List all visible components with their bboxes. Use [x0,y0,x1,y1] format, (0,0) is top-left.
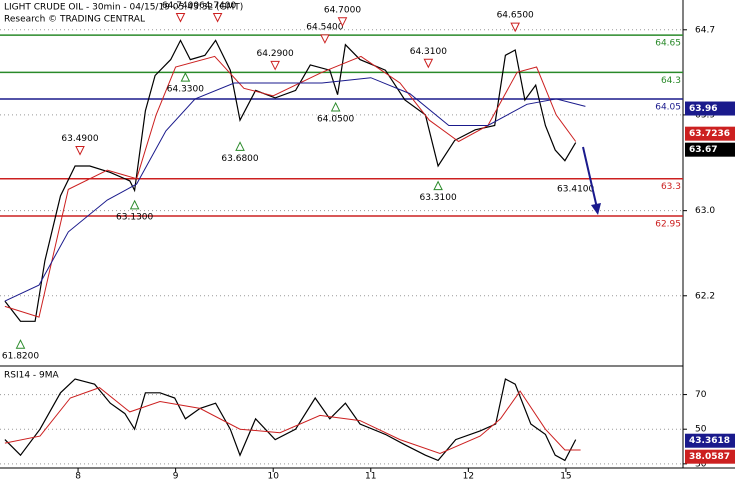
y-tick-label: 62.2 [695,291,715,301]
forecast-arrow [582,146,598,209]
pivot-marker [180,72,191,82]
pivot-label: 63.4100 [557,185,594,195]
current-value-box [685,449,735,464]
series-line [4,387,581,455]
pivot-marker [320,34,330,44]
y-tick-label: 63.0 [695,206,715,216]
pivot-label: 61.8200 [2,352,39,362]
pivot-marker [212,13,223,23]
series-line [4,39,577,322]
pivot-label: 64.7400 [199,1,236,11]
level-label: 64.3 [661,76,681,86]
current-value-label: 63.67 [689,145,717,155]
chart-subtitle: Research © TRADING CENTRAL [4,15,145,25]
pivot-label: 63.1300 [116,212,153,222]
level-label: 64.05 [655,102,681,112]
pivot-label: 64.7000 [324,5,361,15]
x-tick-label: 12 [463,472,474,480]
pivot-label: 63.3100 [419,193,456,203]
y-tick-label: 64.7 [695,25,715,35]
pivot-marker [15,339,26,349]
series-line [4,55,577,318]
pivot-label: 64.3100 [410,47,447,57]
current-value-label: 38.0587 [689,452,730,462]
forecast-arrowhead [591,203,601,215]
x-tick-label: 9 [173,472,179,480]
level-label: 62.95 [655,219,681,229]
x-tick-label: 11 [365,472,376,480]
pivot-marker [433,180,443,191]
pivot-label: 64.3300 [167,85,204,95]
level-label: 64.65 [655,39,681,49]
y-tick-label: 50 [695,425,707,435]
series-line [4,378,577,462]
pivot-marker [129,199,140,210]
pivot-label: 64.2900 [257,49,294,59]
pivot-marker [423,58,434,69]
current-value-box [685,433,735,448]
pivot-marker [270,60,280,71]
pivot-marker [235,141,245,151]
x-tick-label: 10 [267,472,279,480]
pivot-marker [75,146,85,156]
current-value-box [685,101,735,116]
current-value-label: 43.3618 [689,436,730,446]
current-value-label: 63.96 [689,104,717,114]
pivot-marker [175,13,186,23]
chart-title: LIGHT CRUDE OIL - 30min - 04/15/19 05:43… [4,3,243,13]
pivot-marker [337,17,348,27]
pivot-label: 64.5400 [306,22,343,32]
y-tick-label: 30 [695,459,707,469]
y-tick-label: 70 [695,390,707,400]
series-line [4,77,586,302]
pivot-label: 63.6800 [221,154,258,164]
level-label: 63.3 [661,182,681,192]
pivot-marker [510,22,520,33]
pivot-label: 64.0500 [317,114,354,124]
pivot-label: 64.6500 [497,11,534,21]
current-value-box [685,126,735,141]
x-tick-label: 15 [560,472,571,480]
pivot-label: 63.4900 [61,134,98,144]
current-value-box [685,142,735,157]
x-tick-label: 8 [75,472,81,480]
current-value-label: 63.7236 [689,129,730,139]
pivot-label: 64.7400 [162,1,199,11]
pivot-marker [330,101,341,112]
rsi-title: RSI14 - 9MA [4,371,60,381]
